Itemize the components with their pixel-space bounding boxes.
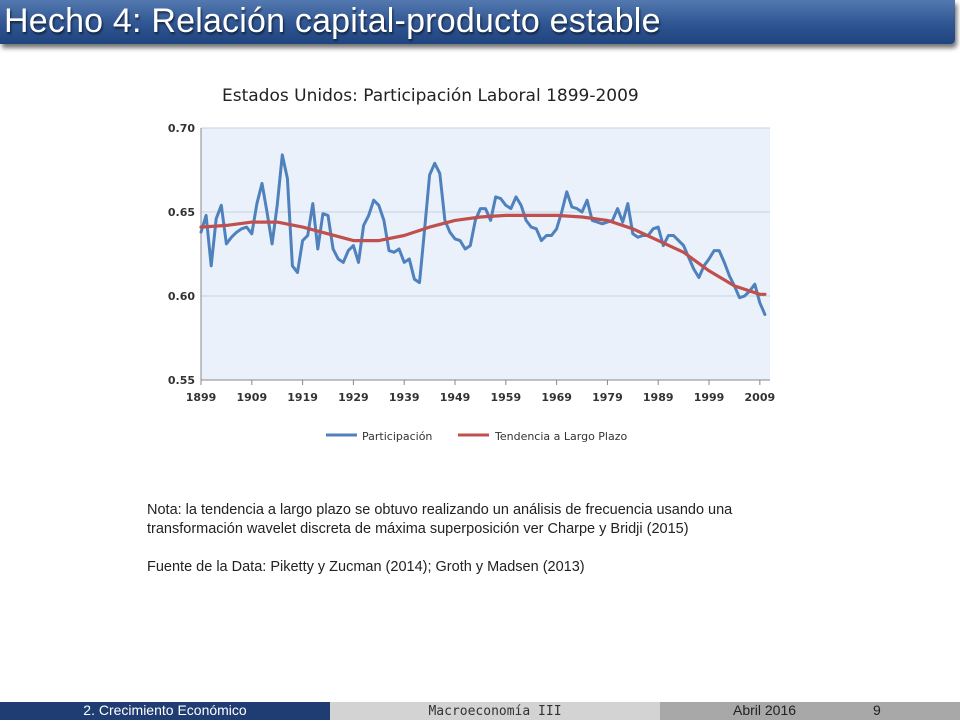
x-tick-label: 1909 [236, 391, 267, 404]
x-tick-label: 1989 [643, 391, 674, 404]
x-tick-label: 1979 [592, 391, 623, 404]
footer-course: Macroeconomía III [330, 702, 660, 720]
slide-title: Hecho 4: Relación capital-producto estab… [4, 2, 661, 40]
y-tick-label: 0.55 [168, 374, 195, 387]
chart-note: Nota: la tendencia a largo plazo se obtu… [147, 502, 733, 537]
y-tick-label: 0.60 [168, 290, 195, 303]
x-tick-label: 1929 [338, 391, 369, 404]
x-tick-label: 1899 [186, 391, 217, 404]
labor-share-chart: 0.55 0.60 0.65 0.70 1899 1909 1919 1929 1939 1949… [168, 122, 776, 443]
chart-title: Estados Unidos: Participación Laboral 18… [222, 86, 639, 106]
x-tick-label: 1939 [389, 391, 420, 404]
page-number: 9 [873, 702, 881, 718]
y-tick-label: 0.65 [168, 206, 195, 219]
x-tick-label: 1969 [541, 391, 572, 404]
footer-section: 2. Crecimiento Económico [0, 702, 330, 720]
x-tick-label: 1999 [694, 391, 725, 404]
x-tick-label: 1949 [440, 391, 471, 404]
chart-legend: Participación Tendencia a Largo Plazo [326, 430, 628, 443]
footer-right: Abril 2016 9 [660, 702, 960, 720]
legend-label-participacion: Participación [362, 430, 432, 443]
x-tick-label: 1919 [287, 391, 318, 404]
x-tick-label: 1959 [491, 391, 522, 404]
y-tick-label: 0.70 [168, 122, 195, 135]
footer: 2. Crecimiento Económico Macroeconomía I… [0, 702, 960, 720]
footer-date: Abril 2016 [733, 702, 797, 718]
title-bar: Hecho 4: Relación capital-producto estab… [0, 0, 955, 44]
legend-label-tendencia: Tendencia a Largo Plazo [494, 430, 628, 443]
data-source: Fuente de la Data: Piketty y Zucman (201… [147, 559, 585, 575]
x-tick-label: 2009 [745, 391, 776, 404]
plot-area [201, 128, 770, 380]
series-line-participacion [199, 153, 767, 316]
series-line-tendencia [199, 213, 767, 296]
